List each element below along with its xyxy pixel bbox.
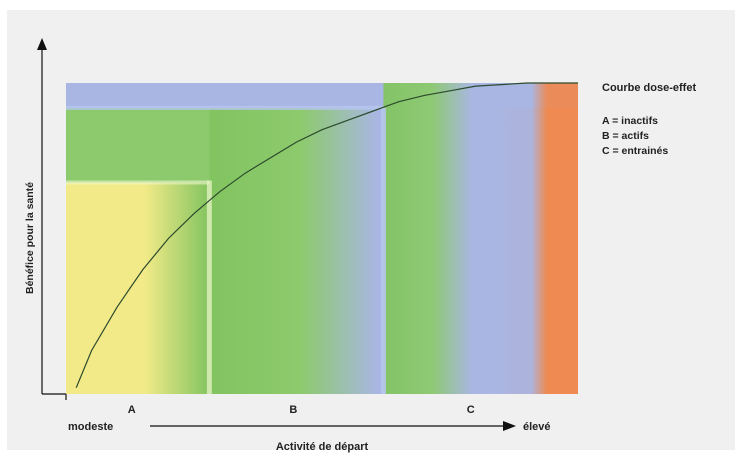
zone-dividers: [66, 105, 386, 394]
legend-title: Courbe dose-effet: [602, 82, 696, 94]
zones-layer: [66, 83, 579, 394]
zone-label-c: C: [467, 404, 475, 416]
x-axis-start-label: modeste: [68, 421, 113, 433]
zone-label-b: B: [289, 404, 297, 416]
zone-c-field: [383, 83, 578, 394]
y-axis-label: Bénéfice pour la santé: [24, 182, 36, 294]
legend-entries: A = inactifs B = actifs C = entrainés: [602, 115, 668, 157]
legend-entry: A = inactifs: [602, 115, 658, 127]
zone-a-field: [66, 182, 210, 394]
x-axis-end-label: élevé: [523, 421, 551, 433]
y-axis: [37, 38, 47, 394]
legend-entry: C = entrainés: [602, 145, 668, 157]
legend-entry: B = actifs: [602, 130, 649, 142]
zone-label-a: A: [128, 404, 136, 416]
dose-effect-curve: [75, 82, 578, 389]
zone-labels: A B C: [128, 404, 475, 416]
x-axis: [42, 393, 516, 431]
x-axis-label: Activité de départ: [276, 441, 369, 453]
